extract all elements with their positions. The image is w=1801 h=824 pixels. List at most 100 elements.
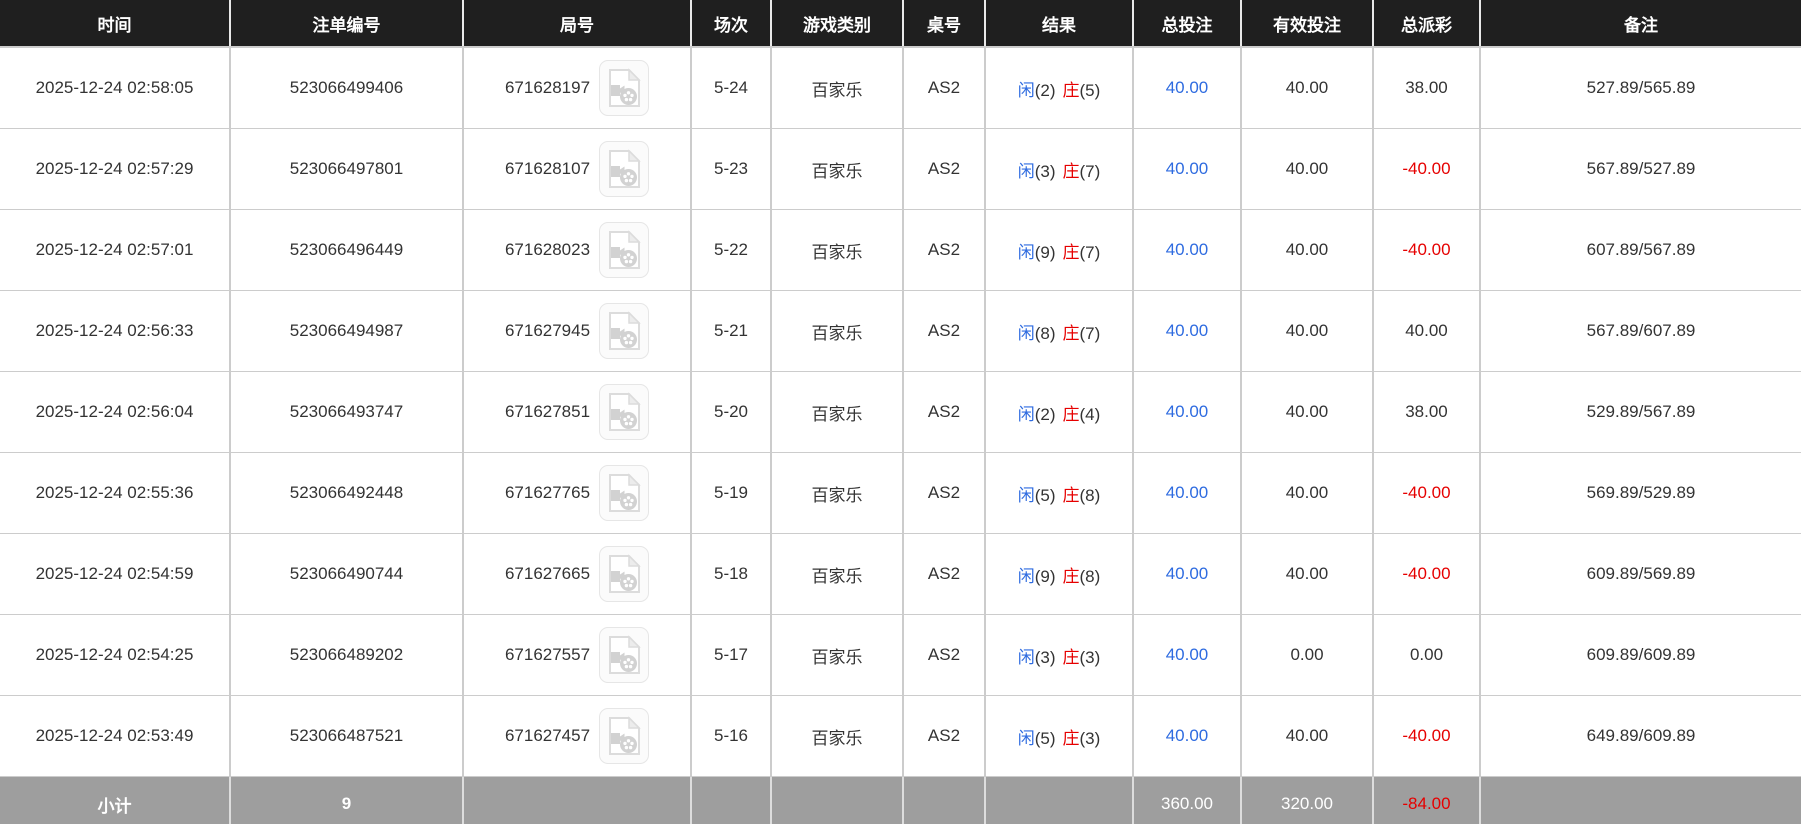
game-type-cell: 百家乐 [770,695,903,777]
col-header-valid-bet: 有效投注 [1240,0,1373,48]
bet-id-cell: 523066487521 [229,695,463,777]
subtotal-count: 9 [229,776,463,824]
session-cell: 5-19 [690,452,771,534]
result-banker-label: 庄 [1062,80,1080,100]
result-banker-score: (3) [1079,647,1101,667]
video-replay-button[interactable] [599,708,650,764]
subtotal-valid-bet: 320.00 [1240,776,1373,824]
result-banker-label: 庄 [1062,485,1080,505]
total-bet-link[interactable]: 40.00 [1165,564,1209,583]
total-bet-cell: 40.00 [1132,47,1241,129]
table-no-cell: AS2 [902,452,985,534]
round-id-cell: 671627765 [462,452,691,534]
valid-bet-cell: 40.00 [1240,371,1373,453]
result-player-score: (9) [1034,242,1056,262]
table-no-cell: AS2 [902,209,985,291]
col-header-payout: 总派彩 [1372,0,1480,48]
total-bet-link[interactable]: 40.00 [1165,321,1209,340]
round-id-value: 671627945 [504,321,591,340]
total-bet-cell: 40.00 [1132,290,1241,372]
video-replay-button[interactable] [599,627,650,683]
total-bet-link[interactable]: 40.00 [1165,240,1209,259]
video-replay-button[interactable] [599,465,650,521]
result-cell: 闲(2) 庄(5) [984,47,1133,129]
round-id-cell: 671628023 [462,209,691,291]
remark-cell: 569.89/529.89 [1479,452,1801,534]
result-banker-score: (7) [1079,242,1101,262]
subtotal-row: 小计 9 360.00 320.00 -84.00 [0,776,1801,824]
payout-cell: -84.00 [1372,776,1480,824]
payout-cell: 40.00 [1372,290,1480,372]
result-banker-score: (7) [1079,161,1101,181]
total-bet-link[interactable]: 40.00 [1165,159,1209,178]
total-bet-cell: 40.00 [1132,452,1241,534]
payout-cell: 38.00 [1372,47,1480,129]
game-type-cell: 百家乐 [770,371,903,453]
subtotal-empty-round [462,776,691,824]
total-bet-cell: 40.00 [1132,128,1241,210]
table-footer: 小计 9 360.00 320.00 -84.00 [0,776,1801,824]
video-file-icon [607,554,641,594]
col-header-bet-id: 注单编号 [229,0,463,48]
session-cell: 5-18 [690,533,771,615]
total-bet-cell: 40.00 [1132,371,1241,453]
table-row: 2025-12-24 02:54:59 523066490744 6716276… [0,533,1801,615]
col-header-result: 结果 [984,0,1133,48]
subtotal-empty-gametype [770,776,903,824]
result-player-label: 闲 [1017,728,1035,748]
total-bet-link[interactable]: 40.00 [1165,78,1209,97]
col-header-table-no: 桌号 [902,0,985,48]
game-type-cell: 百家乐 [770,614,903,696]
video-file-icon [607,68,641,108]
result-banker-label: 庄 [1062,242,1080,262]
total-bet-cell: 40.00 [1132,533,1241,615]
video-replay-button[interactable] [599,222,650,278]
session-cell: 5-16 [690,695,771,777]
session-cell: 5-20 [690,371,771,453]
game-type-cell: 百家乐 [770,452,903,534]
col-header-game-type: 游戏类别 [770,0,903,48]
remark-cell: 649.89/609.89 [1479,695,1801,777]
time-cell: 2025-12-24 02:55:36 [0,452,230,534]
video-replay-button[interactable] [599,141,650,197]
remark-cell: 529.89/567.89 [1479,371,1801,453]
payout-cell: 0.00 [1372,614,1480,696]
total-bet-link[interactable]: 40.00 [1165,483,1209,502]
video-file-icon [607,716,641,756]
result-banker-score: (8) [1079,566,1101,586]
table-row: 2025-12-24 02:57:29 523066497801 6716281… [0,128,1801,210]
total-bet-link[interactable]: 40.00 [1165,645,1209,664]
video-replay-button[interactable] [599,303,650,359]
round-id-value: 671627765 [504,483,591,502]
round-id-value: 671628197 [504,78,591,97]
col-header-total-bet: 总投注 [1132,0,1241,48]
table-row: 2025-12-24 02:57:01 523066496449 6716280… [0,209,1801,291]
result-cell: 闲(9) 庄(8) [984,533,1133,615]
payout-cell: -40.00 [1372,209,1480,291]
total-bet-link[interactable]: 40.00 [1165,402,1209,421]
total-bet-link[interactable]: 40.00 [1165,726,1209,745]
remark-cell: 527.89/565.89 [1479,47,1801,129]
result-player-label: 闲 [1017,404,1035,424]
table-row: 2025-12-24 02:58:05 523066499406 6716281… [0,47,1801,129]
session-cell: 5-22 [690,209,771,291]
result-player-score: (3) [1034,161,1056,181]
payout-cell: -40.00 [1372,533,1480,615]
round-id-cell: 671627557 [462,614,691,696]
table-no-cell: AS2 [902,47,985,129]
video-replay-button[interactable] [599,546,650,602]
valid-bet-cell: 40.00 [1240,452,1373,534]
round-id-cell: 671627457 [462,695,691,777]
game-type-cell: 百家乐 [770,47,903,129]
result-player-label: 闲 [1017,161,1035,181]
result-player-label: 闲 [1017,242,1035,262]
result-banker-label: 庄 [1062,323,1080,343]
video-replay-button[interactable] [599,60,650,116]
round-id-value: 671627457 [504,726,591,745]
valid-bet-cell: 40.00 [1240,695,1373,777]
game-type-cell: 百家乐 [770,533,903,615]
game-type-cell: 百家乐 [770,128,903,210]
session-cell: 5-23 [690,128,771,210]
bet-id-cell: 523066489202 [229,614,463,696]
video-replay-button[interactable] [599,384,650,440]
